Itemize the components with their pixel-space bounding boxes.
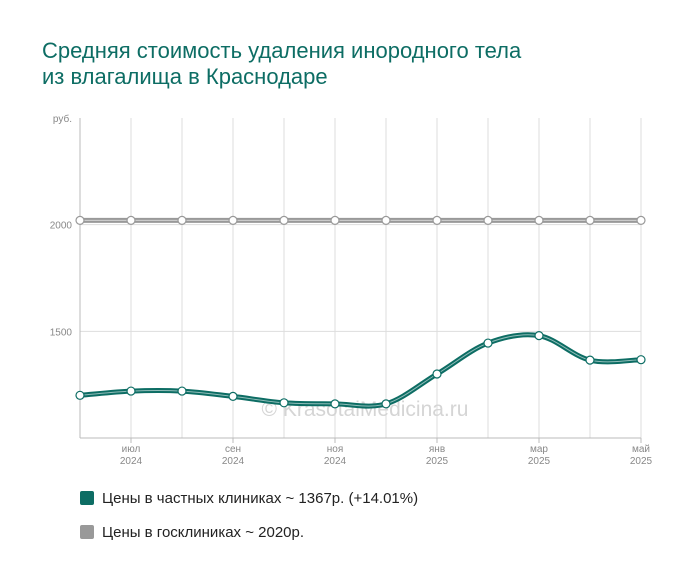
data-point-public <box>126 215 136 225</box>
legend: Цены в частных клиниках ~ 1367р. (+14.01… <box>80 488 418 556</box>
x-tick-label-year: 2025 <box>426 456 449 467</box>
data-point-private <box>75 390 85 400</box>
legend-swatch-private <box>80 491 94 505</box>
data-point-private <box>279 398 289 408</box>
data-point-public <box>534 215 544 225</box>
data-point-public <box>279 215 289 225</box>
y-axis-unit: руб. <box>53 113 72 125</box>
x-tick-label-year: 2025 <box>630 456 653 467</box>
series-line-private <box>77 332 644 409</box>
data-point-public <box>75 215 85 225</box>
x-tick-label-month: июл <box>122 444 141 455</box>
data-point-public <box>177 215 187 225</box>
chart-title-line-1: Средняя стоимость удаления инородного те… <box>42 38 522 63</box>
legend-label-private: Цены в частных клиниках ~ 1367р. (+14.01… <box>102 489 419 507</box>
grid-layer <box>79 118 642 438</box>
data-point-public <box>483 215 493 225</box>
x-tick-label-year: 2024 <box>324 456 347 467</box>
data-point-private <box>330 399 340 409</box>
x-tick-label-year: 2025 <box>528 456 551 467</box>
y-tick-label: 1500 <box>50 327 73 338</box>
legend-label-public: Цены в госклиниках ~ 2020р. <box>102 523 305 541</box>
y-tick-label: 2000 <box>50 221 73 232</box>
chart-title-line-2: из влагалища в Краснодаре <box>42 64 328 89</box>
x-tick-label-month: сен <box>225 444 241 455</box>
x-tick-label-month: мар <box>530 444 548 455</box>
x-tick-label-month: май <box>632 444 650 455</box>
data-point-private <box>585 355 595 365</box>
data-point-private <box>381 399 391 409</box>
data-point-public <box>228 215 238 225</box>
series-layer <box>75 215 646 409</box>
data-point-private <box>432 369 442 379</box>
data-point-public <box>636 215 646 225</box>
data-point-private <box>177 386 187 396</box>
data-point-public <box>432 215 442 225</box>
data-point-private <box>636 355 646 365</box>
data-point-public <box>330 215 340 225</box>
data-point-public <box>381 215 391 225</box>
legend-swatch-public <box>80 525 94 539</box>
x-tick-label-month: янв <box>429 444 445 455</box>
x-tick-label-year: 2024 <box>120 456 143 467</box>
x-tick-label-year: 2024 <box>222 456 245 467</box>
data-point-private <box>534 331 544 341</box>
axis-layer: 15002000руб.июл2024сен2024ноя2024янв2025… <box>50 113 653 467</box>
chart-title: Средняя стоимость удаления инородного те… <box>42 38 662 90</box>
data-point-private <box>483 338 493 348</box>
legend-item-public[interactable]: Цены в госклиниках ~ 2020р. <box>80 522 418 542</box>
data-point-public <box>585 215 595 225</box>
x-tick-label-month: ноя <box>327 444 344 455</box>
line-chart: 15002000руб.июл2024сен2024ноя2024янв2025… <box>50 113 653 467</box>
data-point-private <box>126 386 136 396</box>
data-point-private <box>228 391 238 401</box>
legend-item-private[interactable]: Цены в частных клиниках ~ 1367р. (+14.01… <box>80 488 418 508</box>
